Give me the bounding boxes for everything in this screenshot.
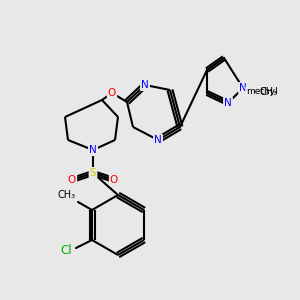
Text: S: S [90, 168, 96, 178]
Text: N: N [154, 135, 162, 145]
Text: methyl: methyl [246, 88, 278, 97]
Text: Cl: Cl [60, 244, 72, 256]
Text: N: N [239, 83, 247, 93]
Text: N: N [224, 98, 232, 108]
Text: N: N [141, 80, 149, 90]
Text: CH₃: CH₃ [259, 87, 277, 97]
Text: N: N [89, 145, 97, 155]
Text: O: O [108, 88, 116, 98]
Text: CH₃: CH₃ [58, 190, 76, 200]
Text: O: O [110, 175, 118, 185]
Text: O: O [68, 175, 76, 185]
